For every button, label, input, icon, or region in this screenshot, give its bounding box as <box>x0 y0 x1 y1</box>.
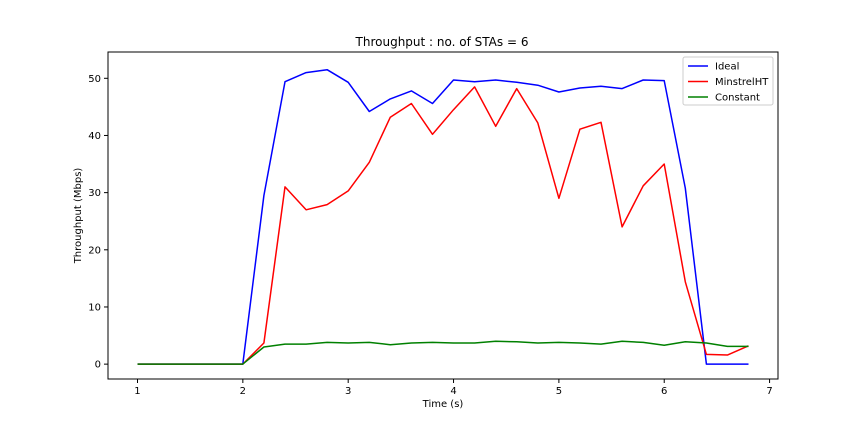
chart-title: Throughput : no. of STAs = 6 <box>355 35 529 49</box>
y-tick-label: 50 <box>88 74 101 85</box>
legend-box <box>682 56 774 106</box>
series-line-minstrelht <box>137 86 749 365</box>
x-tick-label: 3 <box>345 386 351 397</box>
y-tick-label: 10 <box>88 302 101 313</box>
series-line-constant <box>137 340 749 365</box>
x-tick-label: 6 <box>661 386 667 397</box>
x-tick-label: 5 <box>556 386 562 397</box>
x-tick-label: 2 <box>240 386 246 397</box>
x-tick-label: 7 <box>766 386 772 397</box>
plot-frame <box>107 51 779 380</box>
y-tick-label: 0 <box>95 360 101 371</box>
y-axis-label: Throughput (Mbps) <box>73 168 84 265</box>
y-tick-label: 20 <box>88 245 101 256</box>
legend-label-constant: Constant <box>715 93 760 104</box>
x-tick-label: 1 <box>134 386 140 397</box>
y-tick-label: 30 <box>88 188 101 199</box>
legend: Ideal MinstrelHT Constant <box>682 56 774 106</box>
x-axis-label: Time (s) <box>422 399 464 410</box>
y-tick-label: 40 <box>88 131 101 142</box>
plot-lines <box>137 68 749 365</box>
x-axis-ticks: 1 2 3 4 5 6 7 <box>134 379 773 397</box>
legend-label-minstrelht: MinstrelHT <box>715 77 769 88</box>
y-axis-ticks: 0 10 20 30 40 50 <box>88 74 108 371</box>
x-tick-label: 4 <box>450 386 456 397</box>
legend-label-ideal: Ideal <box>715 62 739 73</box>
series-line-ideal <box>137 68 749 365</box>
